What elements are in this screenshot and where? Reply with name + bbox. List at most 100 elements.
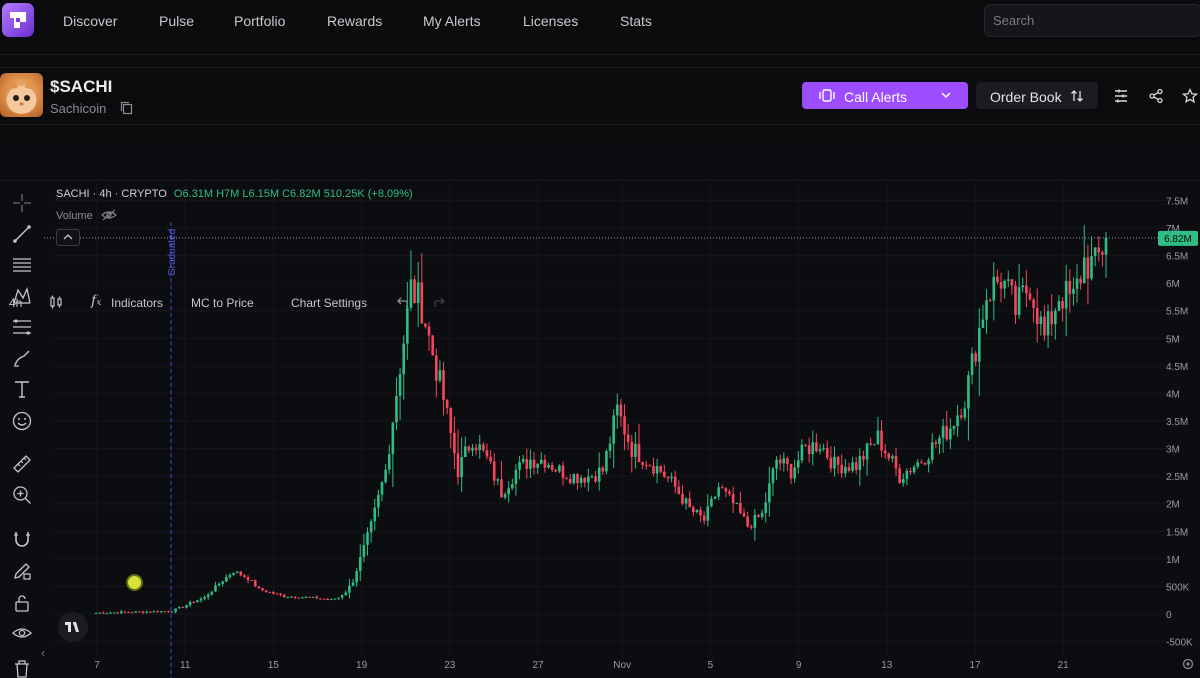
x-tick-label: 11: [180, 660, 191, 671]
candle-body: [416, 282, 420, 304]
trash-icon[interactable]: [11, 658, 33, 678]
nav-portfolio[interactable]: Portfolio: [234, 13, 286, 29]
candle-body: [587, 476, 590, 483]
candle-body: [196, 600, 199, 603]
cat-avatar-image: [6, 78, 37, 114]
order-book-button[interactable]: Order Book: [976, 82, 1098, 109]
candle-body: [326, 598, 329, 600]
candle-body: [550, 464, 554, 470]
zoom-in-icon[interactable]: [11, 484, 33, 506]
candle-body: [149, 611, 152, 613]
gear-icon[interactable]: [1181, 657, 1195, 671]
copy-icon[interactable]: [120, 101, 133, 115]
horizontal-lines-icon[interactable]: [11, 254, 33, 276]
candle-body: [619, 404, 623, 417]
y-tick-label: 7M: [1166, 224, 1180, 235]
candle-body: [174, 608, 177, 612]
nav-rewards[interactable]: Rewards: [327, 13, 383, 29]
candle-body: [836, 456, 840, 465]
top-nav: Discover Pulse Portfolio Rewards My Aler…: [0, 0, 1200, 44]
crosshair-icon[interactable]: [11, 192, 33, 214]
candle-body: [865, 443, 869, 460]
candle-body: [315, 596, 319, 599]
star-icon[interactable]: [1182, 88, 1198, 104]
chevron-up-icon: [63, 234, 73, 240]
candle-body: [717, 487, 720, 497]
candle-body: [959, 415, 963, 418]
candle-body: [844, 467, 847, 474]
candle-body: [272, 591, 275, 594]
candle-body: [746, 516, 749, 527]
trade-marker-icon[interactable]: [126, 574, 143, 591]
candle-body: [644, 464, 648, 466]
nav-pulse[interactable]: Pulse: [159, 13, 195, 29]
chart-settings-button[interactable]: Chart Settings: [291, 296, 368, 310]
eye-icon[interactable]: [11, 622, 33, 644]
candle-body: [333, 598, 337, 600]
search-input[interactable]: [984, 4, 1200, 37]
candle-body: [1082, 257, 1086, 284]
candle-body: [963, 408, 967, 418]
candle-body: [395, 395, 398, 423]
candle-body: [695, 509, 699, 512]
candle-type-icon[interactable]: [48, 294, 64, 310]
candle-body: [340, 595, 344, 598]
candle-body: [996, 276, 999, 283]
candle-body: [507, 488, 510, 495]
candle-body: [1050, 311, 1053, 325]
emoji-icon[interactable]: [11, 410, 33, 432]
candle-body: [702, 515, 706, 521]
share-icon[interactable]: [1148, 88, 1164, 104]
candle-body: [311, 596, 315, 598]
collapse-button[interactable]: [56, 229, 80, 246]
mc-to-price-toggle[interactable]: MC to Price: [191, 296, 254, 310]
redo-icon[interactable]: [431, 296, 445, 308]
candle-body: [366, 532, 369, 545]
candle-body: [391, 422, 395, 455]
eye-off-icon[interactable]: [101, 209, 117, 221]
pencil-lock-icon[interactable]: [11, 560, 33, 582]
candle-body: [887, 453, 891, 459]
price-chart[interactable]: 7.5M 7M 6.5M 6M 5.5M 5M 4.5M 4M 3.5M 3M 2.5M 2M 1.5M…: [44, 182, 1200, 678]
candle-body: [612, 415, 615, 444]
candle-body: [568, 479, 572, 484]
candle-body: [427, 326, 431, 336]
candle-body: [105, 613, 109, 615]
candle-body: [735, 503, 739, 505]
magnet-icon[interactable]: [11, 528, 33, 550]
lock-icon[interactable]: [11, 592, 33, 614]
candle-body: [923, 462, 927, 465]
brush-icon[interactable]: [11, 347, 33, 369]
divider: [0, 180, 1200, 181]
nav-licenses[interactable]: Licenses: [523, 13, 579, 29]
pattern-icon[interactable]: [11, 285, 33, 307]
nav-stats[interactable]: Stats: [620, 13, 652, 29]
candle-body: [1068, 280, 1072, 294]
indicators-button[interactable]: Indicators: [111, 296, 164, 310]
nav-my-alerts[interactable]: My Alerts: [423, 13, 481, 29]
candle-body: [246, 577, 250, 580]
ruler-icon[interactable]: [11, 453, 33, 475]
candle-body: [293, 596, 297, 598]
candle-body: [351, 582, 355, 586]
candle-body: [453, 432, 456, 454]
candle-body: [873, 444, 876, 446]
candle-body: [576, 474, 579, 483]
chevron-left-icon[interactable]: ‹: [41, 646, 45, 660]
tradingview-logo[interactable]: [58, 612, 88, 642]
trend-line-icon[interactable]: [11, 223, 33, 245]
filter-sliders-icon[interactable]: [1113, 88, 1129, 104]
fib-icon[interactable]: [11, 316, 33, 338]
nav-discover[interactable]: Discover: [63, 13, 118, 29]
candle-body: [373, 507, 377, 522]
text-icon[interactable]: [11, 378, 33, 400]
fx-icon[interactable]: fx: [91, 293, 102, 309]
candle-body: [807, 445, 811, 455]
candle-body: [666, 476, 670, 479]
app-logo[interactable]: [2, 3, 34, 37]
call-alerts-button[interactable]: Call Alerts: [802, 82, 968, 109]
alert-bell-icon: [819, 89, 835, 102]
candle-body: [492, 461, 496, 481]
candle-body: [290, 596, 293, 598]
candle-body: [655, 466, 659, 474]
